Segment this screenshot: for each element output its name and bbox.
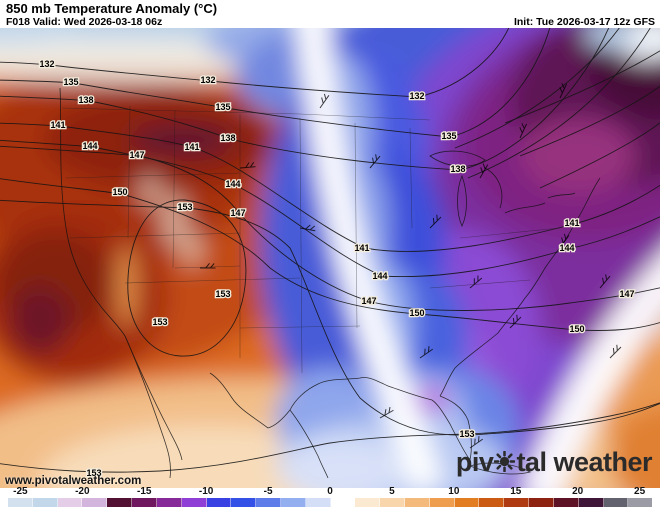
valid-time-label: F018 Valid: Wed 2026-03-18 06z	[6, 16, 163, 28]
colorbar-segment	[305, 498, 331, 507]
contour-value-label: 132	[39, 59, 54, 69]
colorbar-tick-label: -10	[198, 486, 214, 497]
colorbar-segment	[280, 498, 306, 507]
colorbar-segment	[553, 498, 579, 507]
colorbar-segment	[330, 498, 356, 507]
contour-value-label: 153	[152, 317, 167, 327]
contour-value-label: 153	[459, 429, 474, 439]
contour-value-label: 147	[361, 296, 376, 306]
contour-value-label: 147	[619, 289, 634, 299]
colorbar-segment	[429, 498, 455, 507]
colorbar-segment	[479, 498, 505, 507]
colorbar-segment	[355, 498, 381, 507]
page-title: 850 mb Temperature Anomaly (°C)	[6, 1, 218, 16]
contour-value-label: 132	[409, 91, 424, 101]
map-svg: 1321321321351351351381381381411411411411…	[0, 28, 660, 488]
logo-text-right: tal weather	[516, 447, 652, 477]
contour-value-label: 144	[82, 141, 97, 151]
colorbar-segment	[529, 498, 554, 507]
contour-value-label: 138	[450, 164, 465, 174]
colorbar-segment	[628, 498, 653, 507]
sun-icon	[494, 450, 516, 477]
colorbar-segment	[231, 498, 257, 507]
colorbar-tick-label: -15	[136, 486, 152, 497]
contour-value-label: 147	[129, 150, 144, 160]
contour-value-label: 138	[78, 95, 93, 105]
colorbar-segment	[82, 498, 108, 507]
contour-value-label: 135	[63, 77, 78, 87]
contour-labels-layer: 1321321321351351351381381381411411411411…	[38, 58, 636, 480]
contour-value-label: 135	[441, 131, 456, 141]
state-borders-layer	[61, 105, 561, 374]
colorbar-segment	[181, 498, 207, 507]
contour-value-label: 150	[409, 308, 424, 318]
contour-value-label: 141	[184, 142, 199, 152]
colorbar-tick-label: -20	[75, 486, 90, 497]
colorbar-segment	[578, 498, 604, 507]
contour-lines-layer	[0, 28, 660, 473]
colorbar-segment	[57, 498, 83, 507]
colorbar-tick-label: 10	[448, 486, 460, 497]
colorbar-segment	[107, 498, 133, 507]
contour-value-label: 138	[220, 133, 235, 143]
anomaly-map-image: 132 132 132 135 135 135 138 138 138 141 141 141 141 1…	[0, 28, 660, 488]
contour-value-label: 153	[215, 289, 230, 299]
contour-value-label: 135	[215, 102, 230, 112]
colorbar-tick-labels: -25 -20 -15 -10 -5 0 5 10 15 20 25	[0, 486, 660, 497]
colorbar-tick-label: 0	[327, 486, 333, 497]
contour-value-label: 147	[230, 208, 245, 218]
colorbar-segments	[8, 498, 653, 507]
contour-value-label: 132	[200, 75, 215, 85]
contour-value-label: 153	[86, 468, 101, 478]
colorbar-segment	[206, 498, 232, 507]
contour-value-label: 144	[372, 271, 387, 281]
logo-text-left: piv	[455, 447, 494, 477]
colorbar-tick-label: 20	[572, 486, 584, 497]
contour-value-label: 141	[564, 218, 579, 228]
colorbar-tick-label: -5	[263, 486, 273, 497]
colorbar-tick-label: -25	[13, 486, 28, 497]
contour-value-label: 141	[50, 120, 65, 130]
contour-value-label: 141	[354, 243, 369, 253]
watermark-url: www.pivotalweather.com	[5, 475, 142, 487]
colorbar-segment	[8, 498, 33, 507]
colorbar-segment	[156, 498, 182, 507]
contour-value-label: 144	[559, 243, 574, 253]
colorbar-tick-label: 5	[389, 486, 395, 497]
contour-value-label: 150	[569, 324, 584, 334]
colorbar-segment	[603, 498, 629, 507]
colorbar-segment	[454, 498, 480, 507]
contour-value-label: 150	[112, 187, 127, 197]
colorbar-segment	[132, 498, 157, 507]
colorbar-segment	[380, 498, 405, 507]
contour-value-label: 153	[177, 202, 192, 212]
colorbar-tick-label: 15	[510, 486, 522, 497]
colorbar-segment	[32, 498, 58, 507]
pivotal-weather-logo: piv tal weather	[455, 447, 653, 477]
colorbar-tick-label: 25	[634, 486, 646, 497]
wind-barbs-layer	[199, 83, 622, 449]
init-time-label: Init: Tue 2026-03-17 12z GFS	[513, 16, 655, 28]
colorbar-segment	[405, 498, 430, 507]
colorbar-segment	[256, 498, 281, 507]
contour-value-label: 144	[225, 179, 240, 189]
coastline-layer	[59, 87, 601, 479]
colorbar-segment	[504, 498, 530, 507]
